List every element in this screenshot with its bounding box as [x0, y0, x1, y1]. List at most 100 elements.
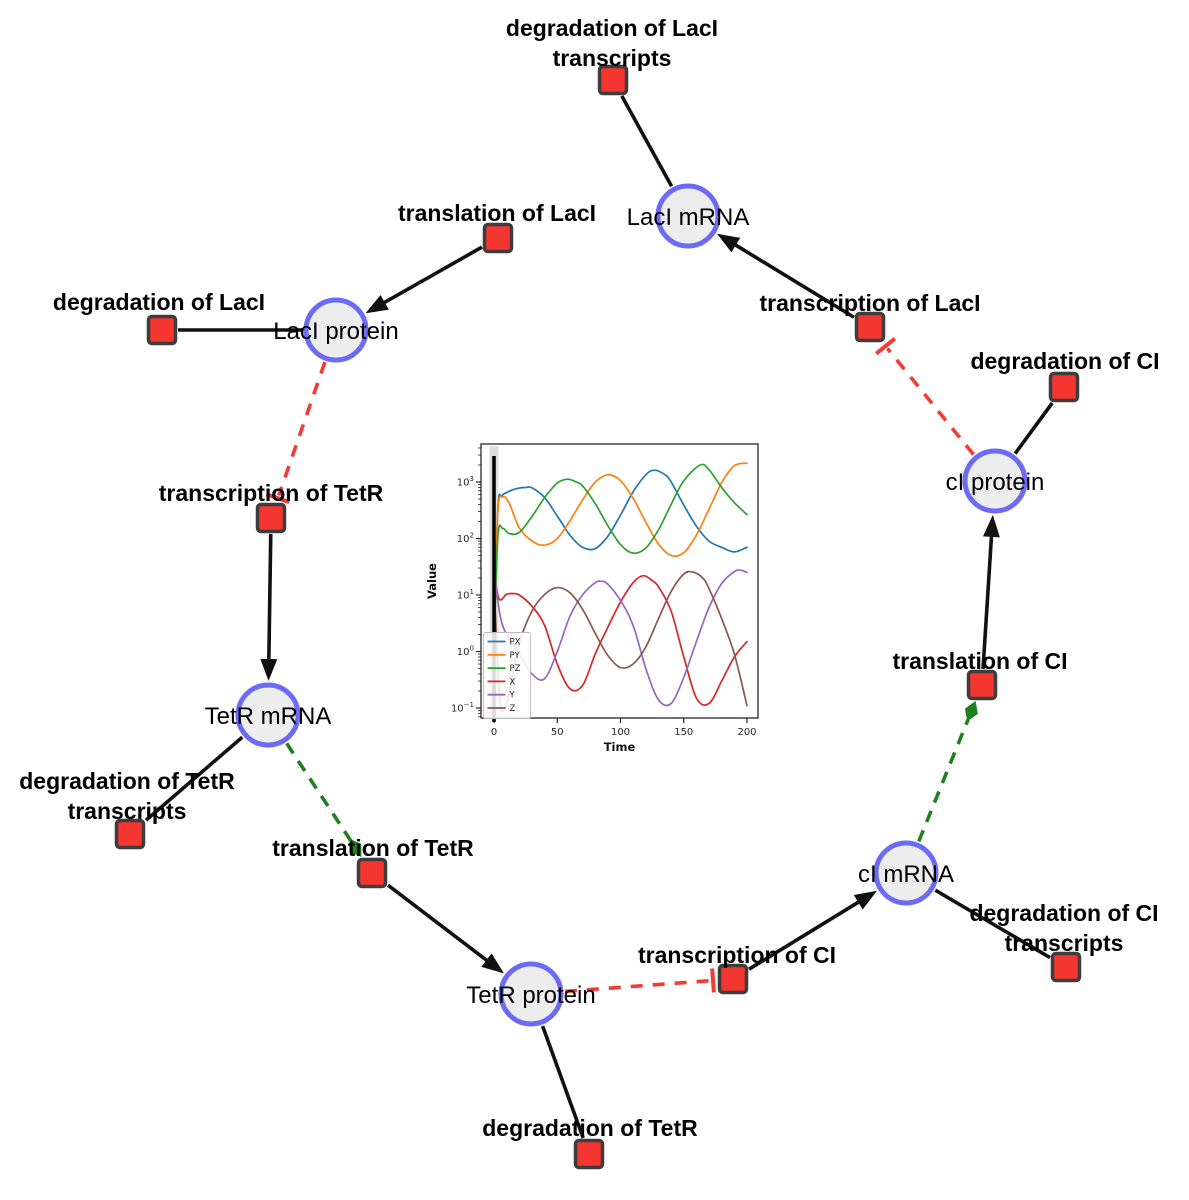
inhibition-tbar-icon	[265, 492, 290, 505]
arrowhead-icon	[365, 294, 389, 314]
x-axis-tick-label: 150	[674, 727, 693, 738]
reaction-node-deg-laci-tx[interactable]	[597, 64, 629, 96]
reaction-node-deg-tetr-tx[interactable]	[114, 818, 146, 850]
arrowhead-icon	[853, 890, 878, 910]
species-label-ci-protein: cI protein	[946, 469, 1045, 496]
arrowhead-icon	[717, 233, 741, 253]
reaction-label-transc-laci: transcription of LacI	[759, 290, 980, 316]
plot-frame	[480, 443, 759, 719]
reaction-nodes-layer	[114, 64, 1082, 1170]
edge-laci-protein-transc-tetr	[265, 361, 327, 505]
edge-ci-protein-transc-laci	[874, 336, 975, 456]
species-nodes-layer	[235, 183, 1028, 1027]
species-label-tetr-protein: TetR protein	[466, 982, 595, 1009]
species-label-ci-mrna: cI mRNA	[858, 861, 954, 888]
legend-entry-X: X	[487, 677, 516, 687]
series-line-Z	[493, 570, 748, 713]
x-axis-tick-label: 50	[551, 727, 564, 738]
x-axis-tick-label: 100	[611, 727, 630, 738]
series-line-PY	[493, 462, 748, 655]
edge-transl-ci-ci-protein	[981, 514, 1000, 670]
y-axis-tick-label: 10−1	[451, 701, 474, 715]
edge-deg-ci-tx-ci-mrna	[934, 888, 1051, 960]
reaction-label-deg-ci-tx: degradation of CI	[969, 900, 1158, 926]
reaction-node-deg-laci[interactable]	[146, 314, 178, 346]
plot-series-layer	[493, 462, 748, 713]
reaction-node-transl-ci[interactable]	[966, 669, 998, 701]
legend-entry-label: Y	[509, 691, 516, 701]
legend-entry-label: PX	[510, 638, 521, 648]
edges-layer	[144, 95, 1054, 1139]
reaction-label-transl-laci: translation of LacI	[398, 200, 596, 226]
legend-entry-Z: Z	[487, 704, 516, 714]
species-node-ci-protein[interactable]	[962, 448, 1028, 514]
reaction-label-transc-tetr: transcription of TetR	[159, 480, 384, 506]
reaction-label-deg-laci: degradation of LacI	[53, 289, 265, 315]
series-line-PX	[493, 469, 748, 655]
reaction-node-deg-tetr[interactable]	[573, 1138, 605, 1170]
modifier-diamond-icon	[964, 701, 978, 722]
edge-tetr-mrna-transl-tetr	[285, 742, 362, 857]
y-axis-tick-label: 101	[457, 588, 474, 602]
reaction-node-transc-ci[interactable]	[717, 963, 749, 995]
arrowhead-icon	[481, 953, 504, 974]
edge-transc-laci-laci-mrna	[717, 233, 855, 319]
edge-ci-mrna-transl-ci	[917, 701, 978, 843]
x-axis-tick-label: 200	[737, 727, 756, 738]
y-axis-title: Value	[425, 563, 439, 599]
edge-transl-laci-laci-protein	[365, 245, 483, 314]
species-node-tetr-mrna[interactable]	[235, 682, 301, 748]
x-axis-title: Time	[604, 740, 636, 754]
edge-deg-tetr-tetr-protein	[540, 1025, 585, 1139]
reaction-label-deg-tetr: degradation of TetR	[482, 1115, 698, 1141]
reaction-node-transl-laci[interactable]	[482, 222, 514, 254]
y-axis-tick-label: 102	[457, 532, 474, 546]
y-axis-tick-label: 103	[457, 475, 474, 489]
legend-entry-PY: PY	[487, 651, 521, 661]
edge-transc-ci-ci-mrna	[748, 890, 878, 971]
species-node-laci-protein[interactable]	[303, 297, 369, 363]
reaction-node-deg-ci[interactable]	[1048, 371, 1080, 403]
reaction-label-deg-laci-tx: transcripts	[553, 45, 672, 71]
species-node-ci-mrna[interactable]	[873, 840, 939, 906]
plot-legend: PX PY PZ XYZ	[483, 632, 531, 719]
reaction-label-transl-ci: translation of CI	[892, 648, 1067, 674]
series-line-PZ	[493, 463, 748, 655]
reaction-node-deg-ci-tx[interactable]	[1050, 951, 1082, 983]
reaction-node-transc-laci[interactable]	[854, 311, 886, 343]
reaction-node-transc-tetr[interactable]	[255, 502, 287, 534]
x-axis-tick-label: 0	[491, 727, 497, 738]
reaction-label-deg-tetr-tx: transcripts	[68, 798, 187, 824]
legend-entry-Y: Y	[487, 691, 516, 701]
reaction-label-transl-tetr: translation of TetR	[272, 835, 474, 861]
arrowhead-icon	[982, 514, 1000, 538]
labels-layer: LacI mRNA LacI protein TetR mRNA TetR prote…	[19, 15, 1159, 1141]
legend-entry-label: PY	[510, 651, 521, 661]
legend-entry-label: X	[510, 677, 516, 687]
species-label-laci-protein: LacI protein	[273, 318, 398, 345]
reaction-node-transl-tetr[interactable]	[356, 857, 388, 889]
series-line-X	[493, 571, 748, 706]
species-node-laci-mrna[interactable]	[655, 183, 721, 249]
edge-deg-tetr-tx-tetr-mrna	[144, 735, 244, 822]
edge-tetr-protein-transc-ci	[564, 968, 716, 994]
arrowhead-icon	[260, 658, 278, 682]
reaction-label-deg-ci: degradation of CI	[970, 348, 1159, 374]
reaction-label-deg-ci-tx: transcripts	[1005, 930, 1124, 956]
edge-deg-ci-ci-protein	[1013, 401, 1054, 455]
modifier-diamond-icon	[349, 838, 362, 857]
inhibition-tbar-icon	[874, 336, 897, 356]
legend-entry-label: PZ	[510, 664, 521, 674]
species-label-laci-mrna: LacI mRNA	[627, 204, 750, 231]
edge-transc-tetr-tetr-mrna	[260, 533, 278, 682]
species-node-tetr-protein[interactable]	[498, 961, 564, 1027]
edge-transl-tetr-tetr-protein	[386, 883, 504, 974]
legend-entry-label: Z	[510, 704, 516, 714]
legend-entry-PZ: PZ	[487, 664, 521, 674]
y-axis-tick-label: 100	[457, 645, 474, 659]
inhibition-tbar-icon	[710, 968, 716, 993]
edge-deg-laci-tx-laci-mrna	[620, 95, 674, 188]
